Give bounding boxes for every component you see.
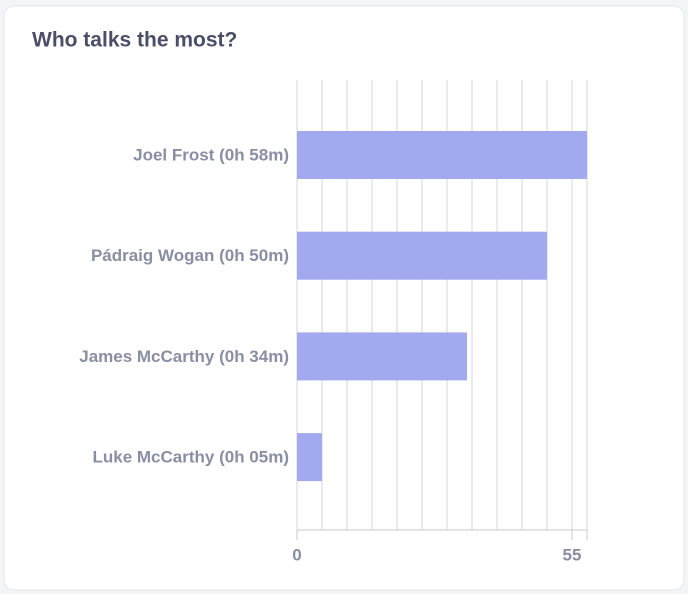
- bar: [297, 332, 467, 381]
- chart-title: Who talks the most?: [32, 29, 237, 52]
- bar: [297, 231, 547, 280]
- y-tick-label: Joel Frost (0h 58m): [133, 145, 289, 164]
- y-tick-label: Luke McCarthy (0h 05m): [93, 448, 290, 467]
- bar: [297, 433, 322, 482]
- card: [3, 5, 685, 591]
- y-tick-label: James McCarthy (0h 34m): [79, 347, 289, 366]
- y-tick-label: Pádraig Wogan (0h 50m): [91, 246, 289, 265]
- x-tick-label: 55: [563, 545, 582, 564]
- bar: [297, 131, 587, 179]
- x-tick-label: 0: [292, 545, 301, 564]
